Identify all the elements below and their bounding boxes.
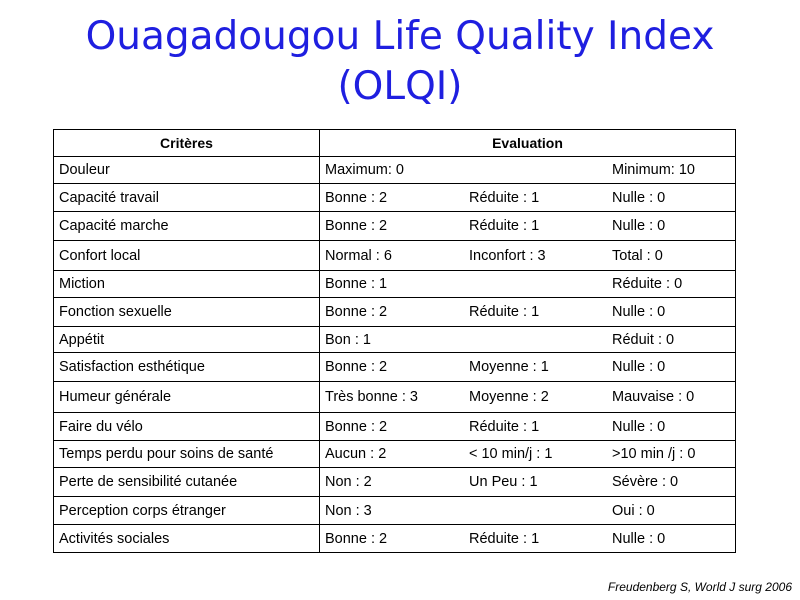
evaluation-option: Réduite : 0 xyxy=(612,276,683,292)
table-row: Miction Bonne : 1 Réduite : 0 xyxy=(53,270,736,298)
table-row: Satisfaction esthétique Bonne : 2 Moyenne … xyxy=(53,352,736,382)
table-row: Humeur générale Très bonne : 3 Moyenne : 2… xyxy=(53,381,736,413)
criterion-cell: Confort local xyxy=(53,240,320,271)
evaluation-option: Sévère : 0 xyxy=(612,474,679,490)
evaluation-cell: Bonne : 2 Réduite : 1 Nulle : 0 xyxy=(319,183,736,212)
evaluation-cell: Bon : 1 Réduit : 0 xyxy=(319,326,736,353)
criterion-cell: Douleur xyxy=(53,156,320,184)
evaluation-cell: Bonne : 2 Moyenne : 1 Nulle : 0 xyxy=(319,352,736,382)
evaluation-option: Nulle : 0 xyxy=(612,189,666,206)
criterion-cell: Humeur générale xyxy=(53,381,320,413)
table-row: Appétit Bon : 1 Réduit : 0 xyxy=(53,326,736,353)
evaluation-option: Réduite : 1 xyxy=(469,304,540,320)
header-evaluation: Evaluation xyxy=(319,129,736,157)
evaluation-option: Bonne : 1 xyxy=(325,276,388,292)
criterion-cell: Capacité marche xyxy=(53,211,320,241)
table-row: Confort local Normal : 6 Inconfort : 3 Tota… xyxy=(53,240,736,271)
criterion-cell: Faire du vélo xyxy=(53,412,320,441)
evaluation-option: Un Peu : 1 xyxy=(469,474,538,490)
evaluation-cell: Très bonne : 3 Moyenne : 2 Mauvaise : 0 xyxy=(319,381,736,413)
criterion-cell: Capacité travail xyxy=(53,183,320,212)
evaluation-cell: Bonne : 2 Réduite : 1 Nulle : 0 xyxy=(319,211,736,241)
table-header-row: Critères Evaluation xyxy=(53,129,736,157)
criterion-cell: Appétit xyxy=(53,326,320,353)
evaluation-option: Minimum: 10 xyxy=(612,162,695,178)
evaluation-option: Moyenne : 2 xyxy=(469,389,549,405)
evaluation-option: Nulle : 0 xyxy=(612,359,666,375)
title-line-1: Ouagadougou Life Quality Index xyxy=(85,14,715,59)
evaluation-option: Bonne : 2 xyxy=(325,304,388,320)
evaluation-option: Réduite : 1 xyxy=(469,418,540,435)
evaluation-option: Bonne : 2 xyxy=(325,359,388,375)
criterion-cell: Fonction sexuelle xyxy=(53,297,320,327)
evaluation-option: Aucun : 2 xyxy=(325,446,387,462)
criterion-cell: Temps perdu pour soins de santé xyxy=(53,440,320,468)
table-body: Douleur Maximum: 0 Minimum: 10 Capacité tra… xyxy=(53,156,736,553)
evaluation-option: Moyenne : 1 xyxy=(469,359,549,375)
table-row: Capacité marche Bonne : 2 Réduite : 1 Nulle… xyxy=(53,211,736,241)
evaluation-option: Total : 0 xyxy=(612,247,663,264)
evaluation-cell: Normal : 6 Inconfort : 3 Total : 0 xyxy=(319,240,736,271)
evaluation-option: Bonne : 2 xyxy=(325,218,388,234)
header-criteres: Critères xyxy=(53,129,320,157)
evaluation-option: Bon : 1 xyxy=(325,331,371,348)
evaluation-cell: Bonne : 2 Réduite : 1 Nulle : 0 xyxy=(319,524,736,553)
table-row: Douleur Maximum: 0 Minimum: 10 xyxy=(53,156,736,184)
evaluation-option: Normal : 6 xyxy=(325,247,392,264)
evaluation-option: Bonne : 2 xyxy=(325,189,388,206)
criterion-cell: Perception corps étranger xyxy=(53,496,320,525)
table-row: Capacité travail Bonne : 2 Réduite : 1 Null… xyxy=(53,183,736,212)
evaluation-option: Nulle : 0 xyxy=(612,530,666,547)
evaluation-cell: Bonne : 2 Réduite : 1 Nulle : 0 xyxy=(319,412,736,441)
criterion-cell: Miction xyxy=(53,270,320,298)
evaluation-option: < 10 min/j : 1 xyxy=(469,446,553,462)
evaluation-option: Réduite : 1 xyxy=(469,530,540,547)
evaluation-option: >10 min /j : 0 xyxy=(612,446,696,462)
criterion-cell: Activités sociales xyxy=(53,524,320,553)
evaluation-option: Non : 2 xyxy=(325,474,372,490)
evaluation-cell: Bonne : 2 Réduite : 1 Nulle : 0 xyxy=(319,297,736,327)
table-row: Temps perdu pour soins de santé Aucun : 2… xyxy=(53,440,736,468)
table-row: Perte de sensibilité cutanée Non : 2 Un Pe… xyxy=(53,467,736,497)
evaluation-cell: Aucun : 2 < 10 min/j : 1 >10 min /j : 0 xyxy=(319,440,736,468)
page-title: Ouagadougou Life Quality Index (OLQI) xyxy=(0,12,800,112)
table-row: Activités sociales Bonne : 2 Réduite : 1 Nu… xyxy=(53,524,736,553)
table-row: Perception corps étranger Non : 3 Oui : 0 xyxy=(53,496,736,525)
evaluation-option: Oui : 0 xyxy=(612,502,655,519)
evaluation-option: Bonne : 2 xyxy=(325,418,388,435)
evaluation-cell: Non : 3 Oui : 0 xyxy=(319,496,736,525)
evaluation-option: Très bonne : 3 xyxy=(325,389,418,405)
evaluation-option: Réduit : 0 xyxy=(612,331,675,348)
evaluation-option: Nulle : 0 xyxy=(612,218,666,234)
evaluation-option: Maximum: 0 xyxy=(325,162,404,178)
evaluation-cell: Maximum: 0 Minimum: 10 xyxy=(319,156,736,184)
criterion-cell: Satisfaction esthétique xyxy=(53,352,320,382)
evaluation-option: Bonne : 2 xyxy=(325,530,388,547)
evaluation-option: Inconfort : 3 xyxy=(469,247,546,264)
table-row: Fonction sexuelle Bonne : 2 Réduite : 1 Nul… xyxy=(53,297,736,327)
olqi-table: Critères Evaluation Douleur Maximum: 0 Min… xyxy=(53,129,736,553)
evaluation-cell: Bonne : 1 Réduite : 0 xyxy=(319,270,736,298)
evaluation-option: Non : 3 xyxy=(325,502,372,519)
evaluation-option: Nulle : 0 xyxy=(612,304,666,320)
citation: Freudenberg S, World J surg 2006 xyxy=(607,580,792,594)
title-line-2: (OLQI) xyxy=(337,64,463,109)
evaluation-cell: Non : 2 Un Peu : 1 Sévère : 0 xyxy=(319,467,736,497)
table-row: Faire du vélo Bonne : 2 Réduite : 1 Nulle :… xyxy=(53,412,736,441)
evaluation-option: Mauvaise : 0 xyxy=(612,389,695,405)
evaluation-option: Nulle : 0 xyxy=(612,418,666,435)
evaluation-option: Réduite : 1 xyxy=(469,189,540,206)
criterion-cell: Perte de sensibilité cutanée xyxy=(53,467,320,497)
evaluation-option: Réduite : 1 xyxy=(469,218,540,234)
